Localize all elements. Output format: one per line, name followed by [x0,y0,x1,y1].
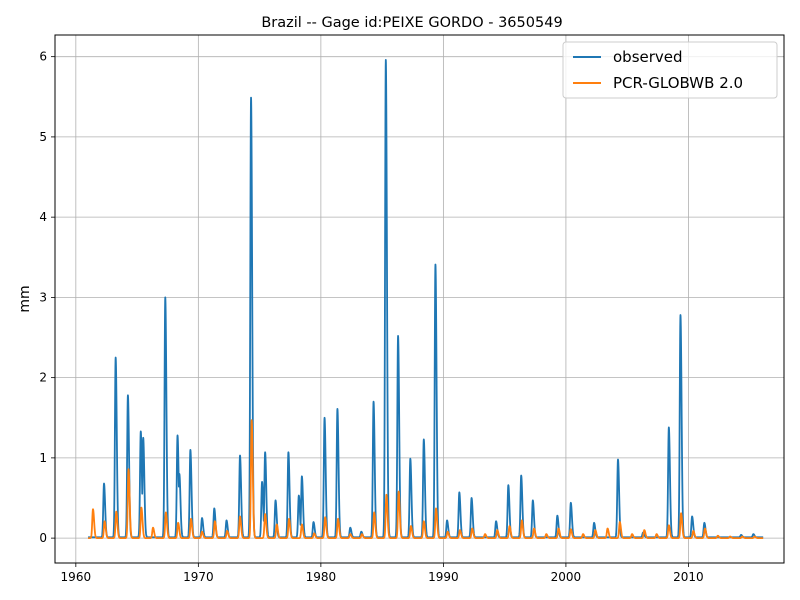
legend-box [562,41,778,99]
y-tick-label: 1 [39,451,47,465]
x-tick-label: 2010 [673,570,704,584]
x-tick-label: 1980 [306,570,337,584]
y-tick-label: 5 [39,130,47,144]
y-tick-label: 6 [39,50,47,64]
legend-entries: observed PCR-GLOBWB 2.0 [573,48,743,92]
y-tick-label: 4 [39,210,47,224]
series-line-model [87,419,764,540]
x-tick-label: 1960 [61,570,92,584]
plot-frame [54,34,785,564]
y-tick-label: 2 [39,371,47,385]
x-tick-label: 1970 [183,570,214,584]
legend-label: PCR-GLOBWB 2.0 [613,74,743,92]
y-axis-label: mm [17,285,33,312]
x-tick-label: 1990 [428,570,459,584]
legend-label: observed [613,48,683,66]
legend: observed PCR-GLOBWB 2.0 [562,41,778,99]
y-tick-label: 3 [39,290,47,304]
x-tick-label: 2000 [551,570,582,584]
series-lines [87,58,764,540]
axis-ticks: 1960 1970 1980 1990 2000 2010 0 1 2 3 4 5 6 [39,50,703,584]
chart-title: Brazil -- Gage id:PEIXE GORDO - 3650549 [261,15,562,31]
y-tick-label: 0 [39,531,47,545]
